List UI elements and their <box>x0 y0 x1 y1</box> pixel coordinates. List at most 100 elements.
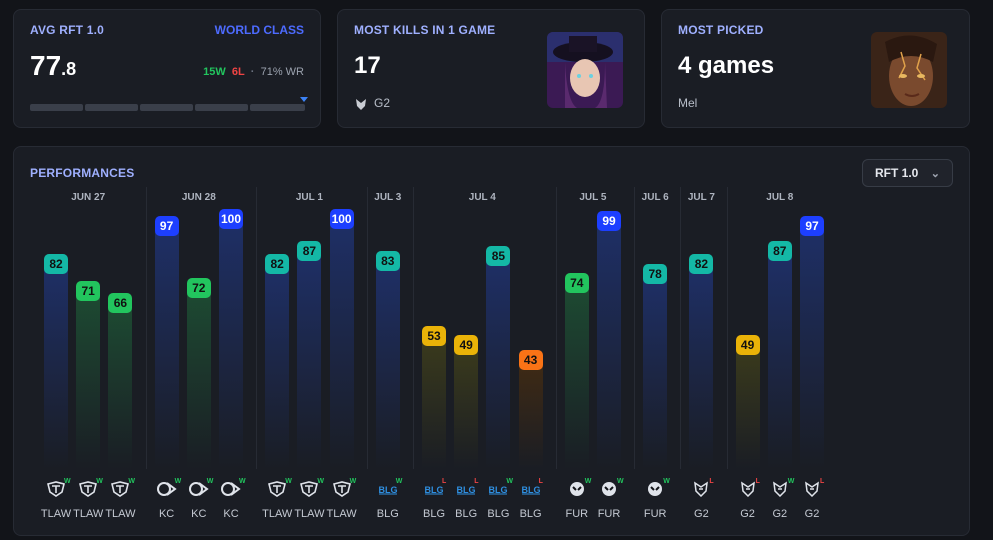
result-indicator: W <box>584 478 592 485</box>
team-logo-icon <box>266 481 288 497</box>
rating-badge: 100 <box>329 209 354 229</box>
team-name: G2 <box>772 508 788 520</box>
rating-badge: 43 <box>518 350 543 371</box>
champion-portrait-kills <box>547 32 623 108</box>
record: 15W 6L · 71% WR <box>203 66 304 78</box>
tier-bar-segment <box>85 104 138 111</box>
tier-bar-segment <box>140 104 193 111</box>
team-logo-icon <box>298 481 320 497</box>
result-indicator: W <box>617 478 624 485</box>
performance-bar[interactable] <box>800 228 824 469</box>
performance-bar[interactable] <box>219 221 243 469</box>
result-indicator: W <box>663 478 670 485</box>
result-indicator: L <box>709 478 714 485</box>
team-name: G2 <box>740 508 755 520</box>
tier-bar-segment <box>195 104 248 111</box>
day-separator <box>256 187 258 469</box>
g2-logo-icon <box>356 98 366 110</box>
most-picked-champion: Mel <box>678 96 698 110</box>
team-name: TLAW <box>262 508 293 520</box>
team-logo-icon: BLG <box>423 481 445 497</box>
team-logo-icon <box>769 481 791 498</box>
team-logo-icon <box>220 481 242 497</box>
team-name: BLG <box>519 508 542 520</box>
performance-bar[interactable] <box>108 305 133 469</box>
team-name: TLAW <box>294 508 325 520</box>
team-name: KC <box>158 508 175 520</box>
performance-bar[interactable] <box>44 265 68 469</box>
performance-bar[interactable] <box>186 290 211 469</box>
metric-dropdown-label: RFT 1.0 <box>875 166 919 180</box>
team-name: FUR <box>565 508 589 520</box>
performance-bar[interactable] <box>689 265 714 469</box>
most-picked-title: MOST PICKED <box>678 23 764 37</box>
day-separator <box>680 187 682 469</box>
result-indicator: W <box>787 478 795 485</box>
team-name: KC <box>191 508 207 520</box>
team-name: G2 <box>694 508 709 520</box>
performance-bar[interactable] <box>375 263 400 469</box>
result-indicator: W <box>128 478 135 485</box>
performance-bar[interactable] <box>422 337 446 469</box>
performance-bar[interactable] <box>518 362 543 469</box>
performances-panel: PERFORMANCES RFT 1.0 ⌄ JUN 27 JUN 28 JUL 1… <box>13 146 970 536</box>
svg-text:BLG: BLG <box>378 485 397 495</box>
rating-badge: 97 <box>800 216 824 237</box>
svg-text:BLG: BLG <box>521 485 540 495</box>
result-indicator: W <box>206 478 214 485</box>
day-label: JUL 6 <box>641 192 669 203</box>
performance-bar[interactable] <box>265 265 290 469</box>
performance-bar[interactable] <box>76 292 101 469</box>
team-logo-icon <box>156 481 178 497</box>
performance-bar[interactable] <box>767 253 792 469</box>
day-label: JUL 3 <box>374 192 402 203</box>
result-indicator: W <box>317 478 324 485</box>
most-kills-card: MOST KILLS IN 1 GAME 17 G2 <box>337 9 645 128</box>
result-indicator: W <box>64 478 71 485</box>
avg-rft-card: AVG RFT 1.0 WORLD CLASS 77.8 15W 6L · 71… <box>13 9 321 128</box>
performance-bar[interactable] <box>643 275 668 469</box>
performance-bar[interactable] <box>735 347 760 469</box>
tier-bar-segment <box>30 104 83 111</box>
team-name: FUR <box>643 508 667 520</box>
performance-chart: JUN 27 JUN 28 JUL 1 JUL 3 JUL 4 JUL 5 JUL 6 JUL… <box>14 147 971 537</box>
champion-portrait-picked <box>871 32 947 108</box>
team-name: BLG <box>422 508 446 520</box>
day-label: JUL 7 <box>687 192 715 203</box>
rating-badge: 49 <box>454 335 479 356</box>
most-kills-team: G2 <box>354 96 390 111</box>
performances-title: PERFORMANCES <box>30 166 135 180</box>
rating-badge: 74 <box>564 273 589 294</box>
performance-bar[interactable] <box>297 253 322 469</box>
result-indicator: W <box>285 478 292 485</box>
team-logo-icon <box>77 481 99 497</box>
avg-rft-value: 77.8 <box>30 50 77 81</box>
performance-bar[interactable] <box>454 347 479 469</box>
team-logo-icon: BLG <box>520 481 542 497</box>
result-indicator: L <box>538 478 543 485</box>
team-logo-icon <box>566 481 588 497</box>
day-separator <box>366 187 368 469</box>
result-indicator: W <box>239 478 246 485</box>
rating-badge: 49 <box>735 335 760 356</box>
day-label: JUL 4 <box>468 192 496 203</box>
result-indicator: W <box>395 478 403 485</box>
team-logo-icon <box>737 481 759 498</box>
day-separator <box>726 187 728 469</box>
rating-badge: 82 <box>44 253 68 274</box>
result-indicator: W <box>174 478 182 485</box>
team-logo-icon <box>188 481 210 497</box>
team-logo-icon <box>801 481 823 498</box>
rating-badge: 87 <box>297 241 322 262</box>
team-name: BLG <box>487 508 510 520</box>
performance-bar[interactable] <box>564 285 589 469</box>
team-name: BLG <box>376 508 399 520</box>
metric-dropdown[interactable]: RFT 1.0 ⌄ <box>862 159 953 187</box>
performance-bar[interactable] <box>329 221 354 469</box>
most-picked-value: 4 games <box>678 52 775 79</box>
performance-bar[interactable] <box>597 223 621 469</box>
performance-bar[interactable] <box>154 228 179 469</box>
rating-badge: 82 <box>265 253 290 274</box>
performance-bar[interactable] <box>486 258 511 469</box>
svg-text:BLG: BLG <box>457 485 476 495</box>
